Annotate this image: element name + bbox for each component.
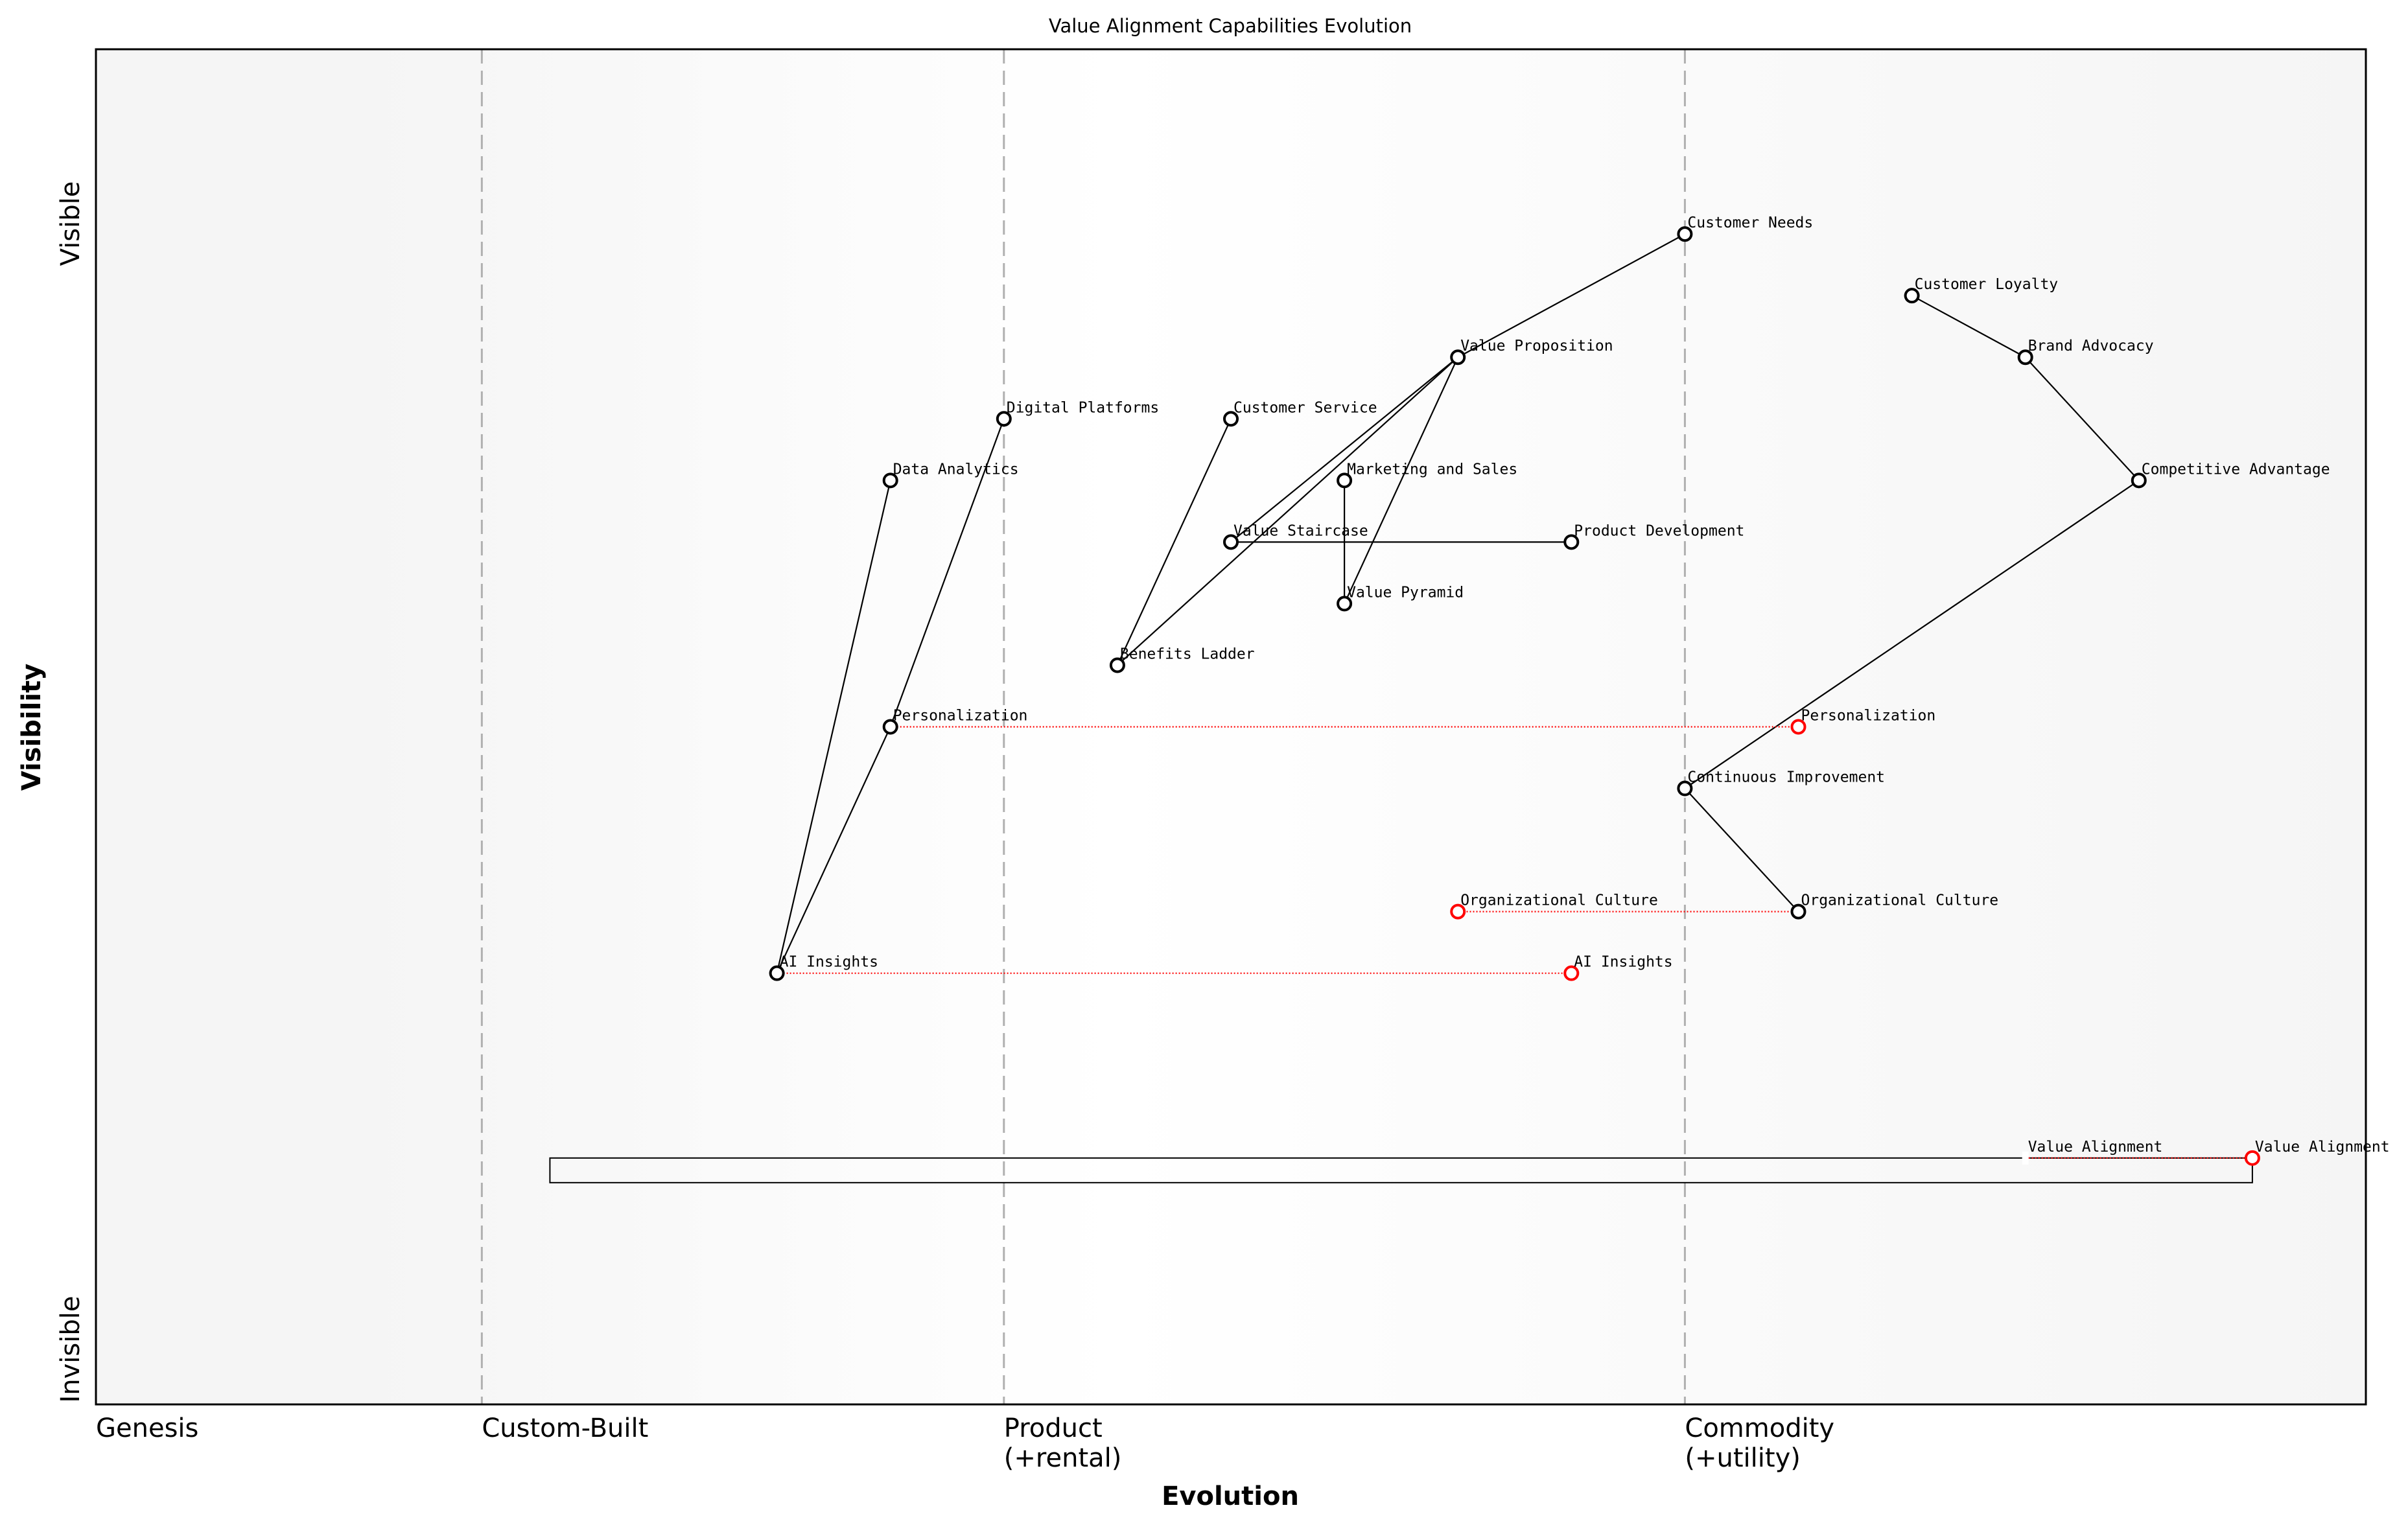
component-marker: [1450, 349, 1466, 366]
component-label: Value Alignment: [2028, 1139, 2163, 1156]
component-marker: [1677, 780, 1693, 796]
component-marker: [1223, 534, 1239, 550]
component-marker: [882, 719, 898, 735]
evolved-component-label: Value Alignment: [2255, 1139, 2390, 1156]
stage-labels: Genesis Custom-Built Product(+rental) Commo…: [96, 1413, 1834, 1473]
component-marker: [1790, 903, 1806, 920]
stage-label: (+utility): [1685, 1443, 1800, 1473]
component-marker: [996, 411, 1012, 427]
evolved-component-label: AI Insights: [1574, 954, 1672, 971]
link-line: [776, 480, 891, 973]
component-label: Data Analytics: [893, 461, 1019, 478]
link-line: [1911, 295, 2026, 358]
y-bottom-label: Invisible: [56, 1296, 86, 1403]
links: [776, 233, 2140, 974]
stage-label: Product: [1004, 1413, 1103, 1443]
stage-label: (+rental): [1004, 1443, 1122, 1473]
stage-dividers: [480, 49, 1686, 1404]
evolved-component-marker: [1450, 903, 1466, 920]
boxes: [549, 1157, 2253, 1183]
component-marker: [2131, 472, 2147, 489]
link-line: [1684, 787, 1799, 913]
evolved-component-marker: [1790, 719, 1806, 735]
link-line: [1457, 233, 1685, 358]
component-label: Value Staircase: [1233, 522, 1368, 539]
component-marker: [1563, 534, 1580, 550]
component-marker: [2017, 349, 2033, 366]
component-label: Benefits Ladder: [1120, 645, 1255, 662]
link-line: [1230, 356, 1458, 543]
component-label: Personalization: [893, 708, 1028, 725]
component-label: Value Pyramid: [1347, 584, 1464, 601]
component-label: Customer Service: [1233, 399, 1377, 416]
stage-label: Commodity: [1685, 1413, 1834, 1443]
link-line: [889, 418, 1005, 727]
component-marker: [1337, 596, 1353, 612]
evolved-component-marker: [1563, 965, 1580, 981]
component-marker: [1223, 411, 1239, 427]
component-label: Digital Platforms: [1007, 399, 1159, 416]
chart-title: Value Alignment Capabilities Evolution: [1049, 15, 1412, 37]
y-axis-title: Visibility: [17, 664, 47, 791]
x-axis-title: Evolution: [1162, 1482, 1299, 1511]
component-label: Value Proposition: [1460, 338, 1613, 355]
plot-frame: [95, 48, 2367, 1406]
link-line: [776, 727, 891, 974]
component-label: Customer Loyalty: [1915, 276, 2059, 293]
component-marker: [882, 472, 898, 489]
link-line: [2024, 356, 2140, 482]
component-label: Competitive Advantage: [2142, 461, 2330, 478]
component-marker: [1109, 657, 1125, 673]
component-label: Continuous Improvement: [1687, 769, 1885, 786]
component-label: Marketing and Sales: [1347, 461, 1517, 478]
evolved-component-label: Personalization: [1801, 708, 1936, 725]
component-marker: [1677, 226, 1693, 242]
link-line: [1684, 480, 2140, 789]
pipeline-box: [549, 1157, 2253, 1183]
component-label: Organizational Culture: [1801, 892, 1999, 909]
y-top-label: Visible: [56, 181, 86, 266]
component-marker: [769, 965, 785, 981]
evolution-lines: [777, 726, 2252, 1159]
evolved-component-label: Organizational Culture: [1460, 892, 1658, 909]
stage-label: Genesis: [96, 1413, 198, 1443]
component-marker: [1337, 472, 1353, 489]
component-label: Product Development: [1574, 522, 1744, 539]
nodes: Customer Needs Customer Loyalty Brand Advo…: [769, 215, 2390, 1166]
component-marker: [2022, 1151, 2029, 1165]
component-label: AI Insights: [780, 954, 878, 971]
component-marker: [1904, 288, 1920, 304]
link-line: [1344, 356, 1459, 604]
stage-label: Custom-Built: [482, 1413, 648, 1443]
link-line: [1117, 356, 1458, 666]
component-label: Brand Advocacy: [2028, 338, 2154, 355]
component-label: Customer Needs: [1687, 215, 1813, 231]
link-line: [1116, 418, 1232, 666]
evolved-component-marker: [2244, 1150, 2260, 1166]
